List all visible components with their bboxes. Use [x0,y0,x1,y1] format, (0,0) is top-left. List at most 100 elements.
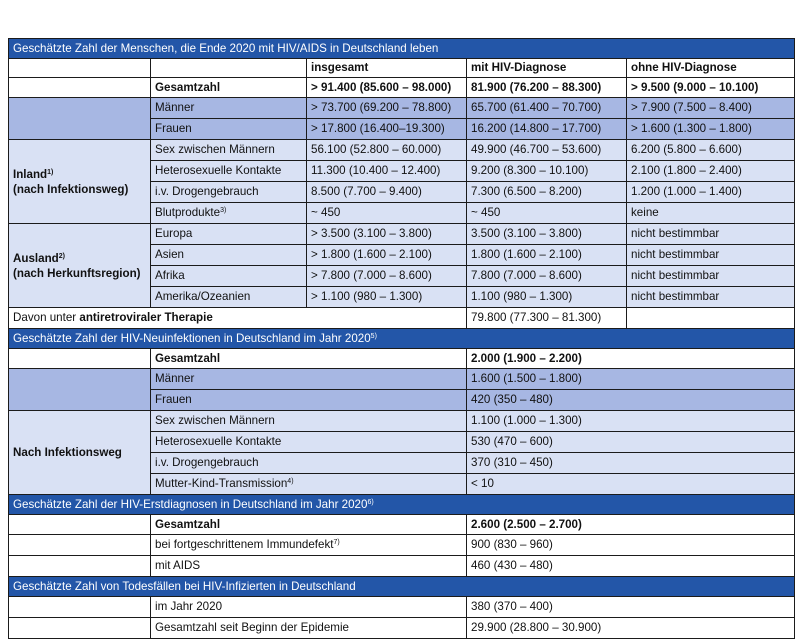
row-label: i.v. Drogengebrauch [150,181,307,203]
table-cell: > 73.700 (69.200 – 78.800) [306,97,467,119]
row-label: Heterosexuelle Kontakte [150,160,307,182]
total-label: Gesamtzahl [150,514,467,535]
table-cell: 7.800 (7.000 – 8.600) [466,265,627,287]
total-row: Gesamtzahl 2.600 (2.500 – 2.700) [8,514,796,535]
section2-title: Geschätzte Zahl der HIV-Neuinfektionen i… [7,328,796,349]
table-cell: > 17.800 (16.400–19.300) [306,118,467,140]
table-row: Gesamtzahl seit Beginn der Epidemie 29.9… [8,617,796,639]
row-label: Blutprodukte3) [150,202,307,224]
table-row: Heterosexuelle Kontakte 530 (470 – 600) [9,431,796,453]
table-row: i.v. Drogengebrauch 370 (310 – 450) [9,452,796,474]
row-label: Sex zwischen Männern [150,139,307,161]
table-row: Nach Infektionsweg Sex zwischen Männern … [8,410,796,495]
table-cell: 16.200 (14.800 – 17.700) [466,118,627,140]
table-row: Frauen > 17.800 (16.400–19.300) 16.200 (… [9,118,796,140]
ausland-group-label: Ausland2) (nach Herkunftsregion) [8,223,151,308]
table-cell: > 7.900 (7.500 – 8.400) [625,97,796,119]
row-label: Europa [150,223,307,245]
table-cell: 6.200 (5.800 – 6.600) [625,139,796,161]
table-row: Ausland2) (nach Herkunftsregion) Europa … [8,223,796,308]
table-cell: > 9.500 (9.000 – 10.100) [625,77,796,98]
row-label: Sex zwischen Männern [150,410,467,432]
table-cell: nicht bestimmbar [625,244,796,266]
col-header-insgesamt: insgesamt [306,58,467,78]
table-cell: 2.000 (1.900 – 2.200) [465,348,796,369]
row-label: Asien [150,244,307,266]
section-header: Geschätzte Zahl der Menschen, die Ende 2… [7,38,796,59]
section-header: Geschätzte Zahl von Todesfällen bei HIV-… [7,576,796,597]
row-label: Männer [150,368,467,390]
table-row: mit AIDS 460 (430 – 480) [8,555,796,577]
row-label: bei fortgeschrittenem Immundefekt7) [150,534,467,556]
art-label: Davon unter antiretroviraler Therapie [8,307,467,329]
table-cell: 1.100 (1.000 – 1.300) [465,410,796,432]
table-cell: nicht bestimmbar [625,223,796,245]
row-label: Frauen [150,118,307,140]
table-cell: 9.200 (8.300 – 10.100) [466,160,627,182]
table-cell: < 10 [465,473,796,495]
total-row: Gesamtzahl > 91.400 (85.600 – 98.000) 81… [8,77,796,98]
table-cell: > 91.400 (85.600 – 98.000) [306,77,467,98]
table-cell: 3.500 (3.100 – 3.800) [466,223,627,245]
row-label: im Jahr 2020 [150,596,467,618]
total-label: Gesamtzahl [150,77,307,98]
infektionsweg-group-label: Nach Infektionsweg [8,410,151,495]
inland-group-label: Inland1) (nach Infektionsweg) [8,139,151,224]
row-label: Gesamtzahl seit Beginn der Epidemie [150,617,467,639]
section3-title: Geschätzte Zahl der HIV-Erstdiagnosen in… [7,494,796,515]
row-label: Afrika [150,265,307,287]
table-cell: 460 (430 – 480) [465,555,796,577]
row-label: i.v. Drogengebrauch [150,452,467,474]
table-cell: 81.900 (76.200 – 88.300) [466,77,627,98]
table-row: Männer > 73.700 (69.200 – 78.800) 65.700… [8,97,796,140]
table-cell: 56.100 (52.800 – 60.000) [306,139,467,161]
table-row: Blutprodukte3) ~ 450 ~ 450 keine [9,202,796,224]
table-row: Mutter-Kind-Transmission4) < 10 [9,473,796,495]
col-header-ohne-diagnose: ohne HIV-Diagnose [625,58,796,78]
table-cell: > 1.800 (1.600 – 2.100) [306,244,467,266]
table-cell: 8.500 (7.700 – 9.400) [306,181,467,203]
table-row: Inland1) (nach Infektionsweg) Sex zwisch… [8,139,796,224]
table-cell: 900 (830 – 960) [465,534,796,556]
total-row: Gesamtzahl 2.000 (1.900 – 2.200) [8,348,796,369]
row-label: Männer [150,97,307,119]
table-cell: 420 (350 – 480) [465,389,796,411]
table-cell: nicht bestimmbar [625,286,796,308]
table-row: Männer 1.600 (1.500 – 1.800) [8,368,796,411]
table-cell: 1.100 (980 – 1.300) [466,286,627,308]
table-cell: 29.900 (28.800 – 30.900) [465,617,796,639]
table-cell: nicht bestimmbar [625,265,796,287]
hiv-statistics-table: Geschätzte Zahl der Menschen, die Ende 2… [7,38,796,639]
table-cell: 370 (310 – 450) [465,452,796,474]
table-cell: 79.800 (77.300 – 81.300) [466,307,627,329]
col-header-mit-diagnose: mit HIV-Diagnose [466,58,627,78]
table-row: bei fortgeschrittenem Immundefekt7) 900 … [8,534,796,556]
table-cell: 380 (370 – 400) [465,596,796,618]
table-cell: 2.100 (1.800 – 2.400) [625,160,796,182]
table-row: Davon unter antiretroviraler Therapie 79… [8,307,796,329]
table-cell: 1.800 (1.600 – 2.100) [466,244,627,266]
table-cell: 65.700 (61.400 – 70.700) [466,97,627,119]
table-cell: 1.200 (1.000 – 1.400) [625,181,796,203]
row-label: Amerika/Ozeanien [150,286,307,308]
row-label: Mutter-Kind-Transmission4) [150,473,467,495]
table-row: Amerika/Ozeanien > 1.100 (980 – 1.300) 1… [9,286,796,308]
column-header-row: insgesamt mit HIV-Diagnose ohne HIV-Diag… [8,58,796,78]
page: { "section1": { "title": "Geschätzte Zah… [7,38,796,639]
table-row: i.v. Drogengebrauch 8.500 (7.700 – 9.400… [9,181,796,203]
table-row: im Jahr 2020 380 (370 – 400) [8,596,796,618]
total-label: Gesamtzahl [150,348,467,369]
table-cell: ~ 450 [466,202,627,224]
table-cell: > 1.600 (1.300 – 1.800) [625,118,796,140]
table-cell: 7.300 (6.500 – 8.200) [466,181,627,203]
table-cell: > 3.500 (3.100 – 3.800) [306,223,467,245]
row-label: mit AIDS [150,555,467,577]
section-header: Geschätzte Zahl der HIV-Erstdiagnosen in… [7,494,796,515]
table-cell: > 7.800 (7.000 – 8.600) [306,265,467,287]
table-cell: 49.900 (46.700 – 53.600) [466,139,627,161]
section1-title: Geschätzte Zahl der Menschen, die Ende 2… [7,38,796,59]
table-cell: 2.600 (2.500 – 2.700) [465,514,796,535]
table-cell: keine [625,202,796,224]
table-cell: > 1.100 (980 – 1.300) [306,286,467,308]
row-label: Heterosexuelle Kontakte [150,431,467,453]
